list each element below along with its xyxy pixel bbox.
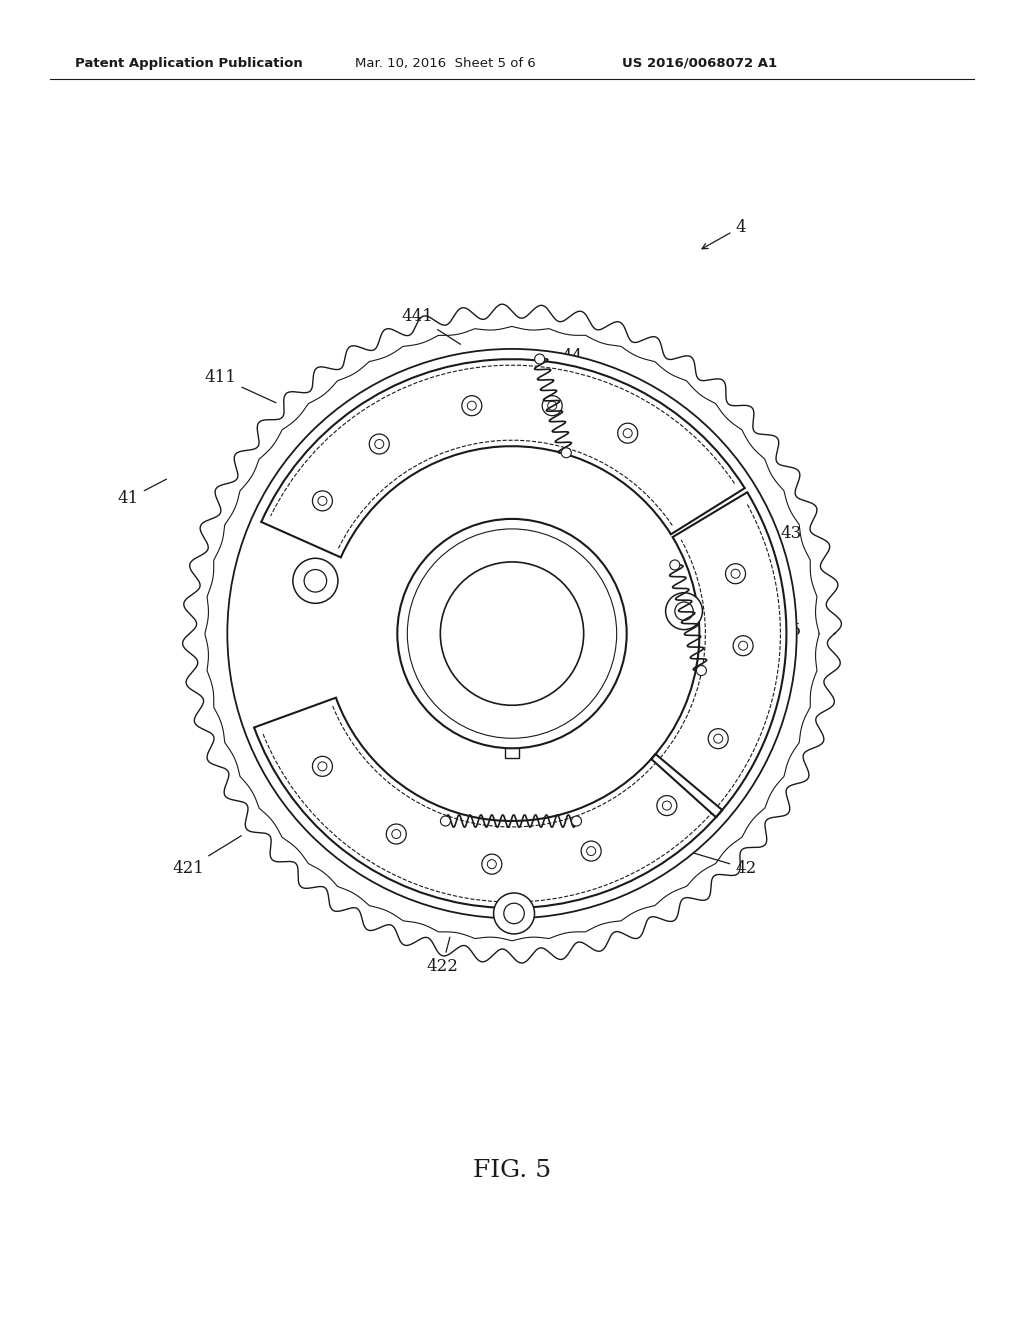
Circle shape	[386, 824, 407, 843]
Circle shape	[375, 440, 384, 449]
Circle shape	[587, 846, 596, 855]
Circle shape	[535, 354, 545, 364]
Text: 411: 411	[205, 370, 276, 403]
Circle shape	[709, 729, 728, 748]
Circle shape	[293, 558, 338, 603]
Circle shape	[440, 562, 584, 705]
Text: 422: 422	[426, 937, 459, 974]
Circle shape	[666, 593, 702, 630]
Text: Mar. 10, 2016  Sheet 5 of 6: Mar. 10, 2016 Sheet 5 of 6	[355, 57, 536, 70]
Text: Patent Application Publication: Patent Application Publication	[75, 57, 303, 70]
Circle shape	[397, 519, 627, 748]
Circle shape	[504, 903, 524, 924]
Circle shape	[675, 602, 693, 620]
Circle shape	[542, 396, 562, 416]
Circle shape	[440, 816, 451, 826]
Circle shape	[494, 892, 535, 935]
Circle shape	[656, 796, 677, 816]
Circle shape	[487, 859, 497, 869]
Circle shape	[714, 734, 723, 743]
Circle shape	[571, 816, 582, 826]
Circle shape	[482, 854, 502, 874]
Circle shape	[392, 829, 400, 838]
Text: 45: 45	[746, 623, 802, 639]
Circle shape	[462, 396, 482, 416]
Circle shape	[726, 564, 745, 583]
Text: 43: 43	[745, 525, 802, 544]
Circle shape	[548, 401, 557, 411]
Text: 441: 441	[401, 309, 461, 345]
Circle shape	[624, 429, 632, 438]
Circle shape	[582, 841, 601, 861]
Circle shape	[696, 665, 707, 676]
Circle shape	[317, 496, 327, 506]
Text: 4: 4	[702, 219, 745, 248]
Text: 44: 44	[529, 348, 583, 376]
Circle shape	[561, 447, 571, 458]
Text: 421: 421	[172, 836, 242, 876]
Text: FIG. 5: FIG. 5	[473, 1159, 551, 1183]
Circle shape	[370, 434, 389, 454]
Circle shape	[738, 642, 748, 651]
Circle shape	[467, 401, 476, 411]
Circle shape	[227, 348, 797, 919]
Circle shape	[317, 762, 327, 771]
Circle shape	[312, 491, 333, 511]
Circle shape	[663, 801, 672, 810]
Text: 41: 41	[118, 479, 167, 507]
Circle shape	[408, 529, 616, 738]
Circle shape	[312, 756, 333, 776]
Text: US 2016/0068072 A1: US 2016/0068072 A1	[622, 57, 777, 70]
Circle shape	[304, 569, 327, 593]
Circle shape	[670, 560, 680, 570]
Circle shape	[731, 569, 740, 578]
Circle shape	[617, 424, 638, 444]
Circle shape	[733, 636, 753, 656]
Text: 42: 42	[691, 853, 757, 876]
